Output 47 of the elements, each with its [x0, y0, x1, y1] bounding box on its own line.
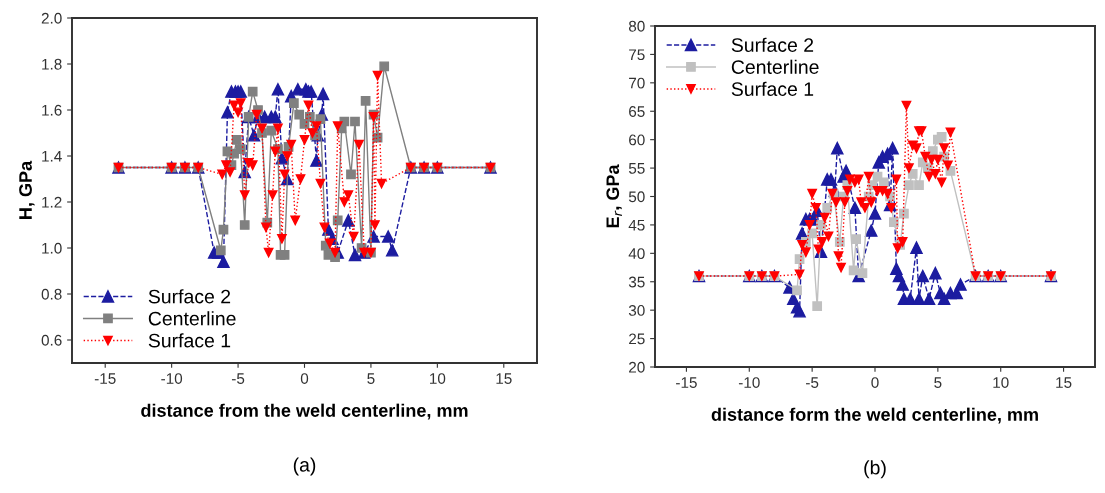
y-tick-label: 35: [628, 276, 645, 288]
y-tick-label: 75: [629, 49, 645, 61]
y-axis-title: H, GPa: [19, 160, 35, 219]
y-tick-label: 40: [628, 248, 645, 260]
legend-label: Surface 1: [731, 81, 814, 96]
x-tick-label: 15: [496, 373, 512, 384]
y-tick-label: 1.2: [42, 196, 62, 208]
legend-label: Surface 1: [148, 333, 231, 348]
x-tick-label: -15: [94, 373, 116, 384]
legend-label: Centerline: [731, 59, 819, 74]
text: (a): [293, 457, 316, 476]
x-tick-label: -10: [738, 377, 760, 388]
y-tick-label: 1.0: [42, 242, 62, 254]
x-tick-label: 10: [430, 373, 446, 384]
y-tick-label: 70: [629, 77, 645, 89]
x-tick-label: 10: [993, 377, 1009, 388]
x-axis-title: distance form the weld centerline, mm: [711, 407, 1038, 424]
x-tick-label: 15: [1056, 377, 1072, 388]
x-tick-label: 5: [934, 377, 942, 388]
x-tick-label: -15: [676, 377, 697, 388]
y-tick-label: 65: [629, 106, 645, 117]
y-tick-label: 0.6: [41, 334, 62, 346]
y-tick-label: 30: [628, 305, 645, 316]
y-tick-label: 20: [629, 361, 645, 373]
y-tick-label: 1.6: [42, 104, 62, 116]
x-tick-label: -5: [231, 373, 245, 384]
y-tick-label: 45: [628, 219, 645, 231]
x-tick-label: 5: [367, 373, 375, 384]
text: (b): [864, 460, 886, 479]
y-tick-label: 0.8: [41, 288, 62, 300]
x-tick-label: -5: [806, 377, 819, 388]
x-axis-title: distance from the weld centerline, mm: [141, 403, 468, 420]
y-tick-label: 80: [628, 20, 645, 32]
legend-label: Surface 2: [148, 289, 231, 304]
x-tick-label: -10: [161, 373, 183, 384]
y-tick-label: 60: [629, 134, 645, 146]
y-tick-label: 2.0: [41, 12, 62, 24]
y-tick-label: 55: [628, 163, 645, 174]
y-tick-label: 50: [628, 191, 645, 203]
y-tick-label: 1.4: [42, 151, 62, 162]
y-axis-title: E$_{r}$, GPa: [606, 164, 622, 228]
x-tick-label: 0: [871, 377, 879, 388]
y-tick-label: 1.8: [42, 58, 62, 70]
y-tick-label: 25: [629, 333, 645, 345]
legend-label: Centerline: [148, 311, 236, 326]
legend-label: Surface 2: [731, 37, 814, 52]
x-tick-label: 0: [300, 373, 309, 384]
